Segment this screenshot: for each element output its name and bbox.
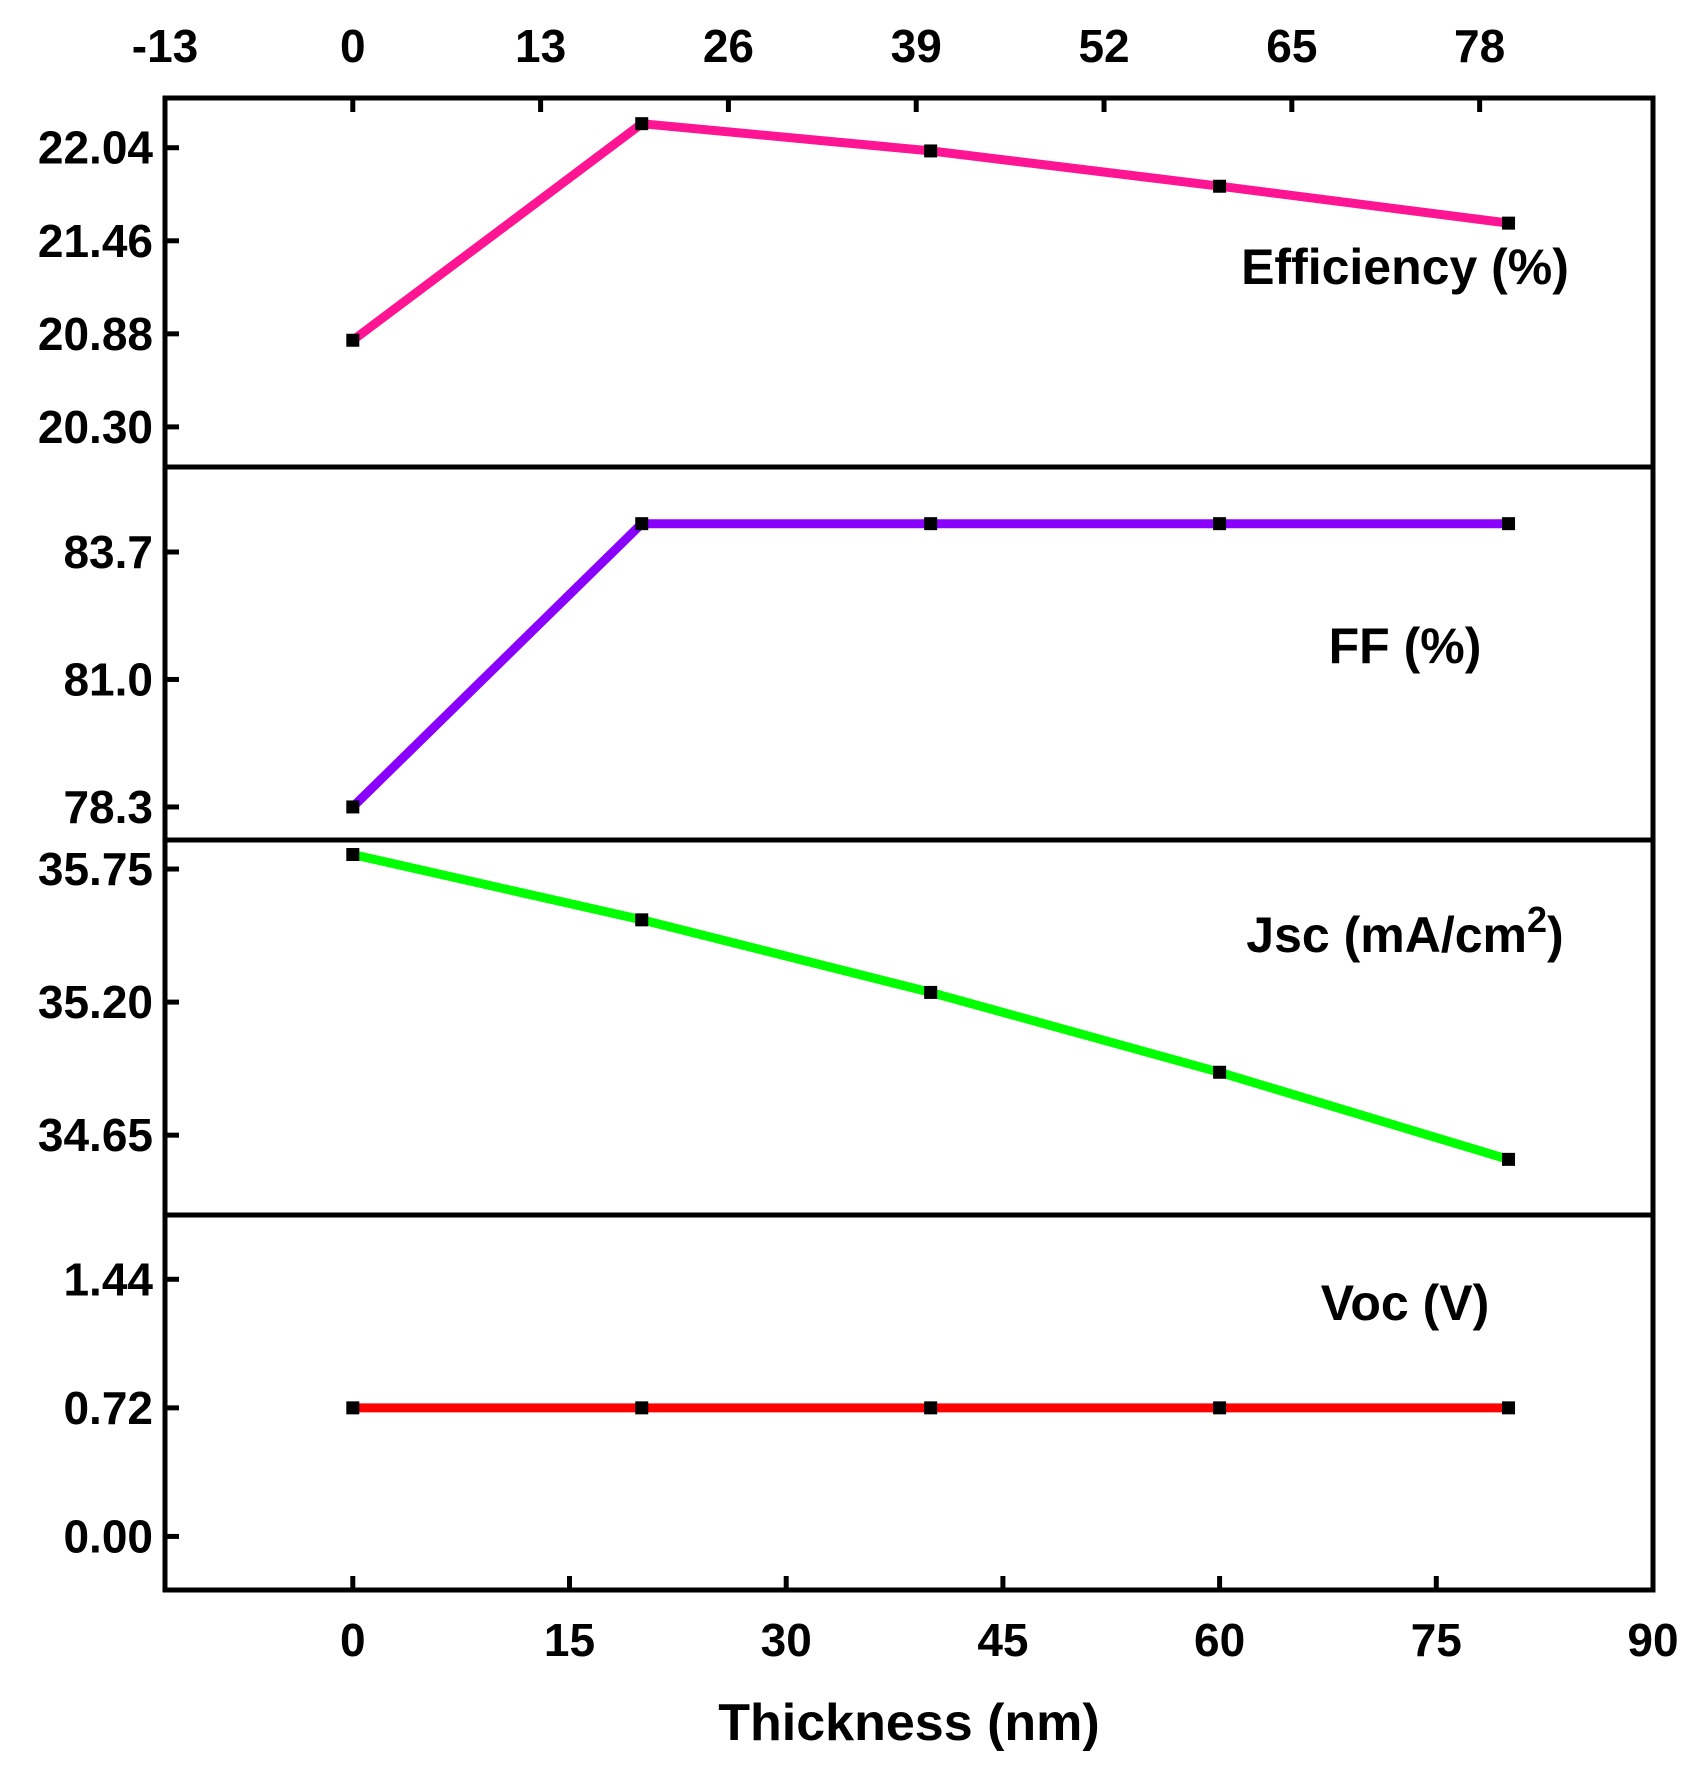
bottom-x-tick-label: 60 [1194,1614,1245,1666]
data-point-marker [1502,517,1516,531]
data-point-marker [1213,179,1227,193]
panel-label: Voc (V) [1321,1275,1490,1331]
top-x-tick-label: -13 [132,20,198,72]
y-tick-label: 1.44 [63,1253,153,1305]
y-tick-label: 0.00 [63,1510,153,1562]
panel-2: 78.3 81.0 83.7 FF (%) [63,464,1656,843]
y-tick-label: 0.72 [63,1382,153,1434]
bottom-x-tick-label: 75 [1411,1614,1462,1666]
panel-label: FF (%) [1329,618,1482,674]
data-point-marker [1213,1065,1227,1079]
y-tick-label: 22.04 [38,122,154,174]
data-point-marker [924,517,938,531]
y-tick-label: 83.7 [63,526,153,578]
panel-label: Jsc (mA/cm2) [1246,899,1563,964]
top-x-tick-label: 13 [515,20,566,72]
y-tick-label: 81.0 [63,653,153,705]
panels-layer: 20.30 20.88 21.46 22.04 Efficiency (%) 78.3 81… [38,95,1656,1593]
data-point-marker [346,800,360,814]
top-x-tick-label: 65 [1266,20,1317,72]
y-tick-label: 78.3 [63,781,153,833]
top-x-tick-label: 78 [1454,20,1505,72]
data-point-marker [1213,1401,1227,1415]
top-x-tick-label: 39 [891,20,942,72]
data-point-marker [1502,1152,1516,1166]
panel-label: Efficiency (%) [1241,239,1569,295]
data-point-marker [924,1401,938,1415]
y-tick-label: 35.75 [38,843,153,895]
panel-3: 34.65 35.20 35.75 Jsc (mA/cm2) [38,837,1656,1218]
data-point-marker [924,144,938,158]
top-x-tick-label: 0 [340,20,366,72]
y-tick-label: 34.65 [38,1109,153,1161]
panel-4: 0.00 0.72 1.44 Voc (V) [63,1212,1656,1593]
top-x-tick-label: 52 [1078,20,1129,72]
y-tick-label: 21.46 [38,215,153,267]
data-point-marker [1502,1401,1516,1415]
data-point-marker [346,333,360,347]
y-tick-label: 20.88 [38,308,153,360]
data-point-marker [1502,216,1516,230]
data-point-marker [1213,517,1227,531]
data-point-marker [346,848,360,862]
bottom-x-tick-label: 90 [1627,1614,1678,1666]
bottom-x-tick-label: 0 [340,1614,366,1666]
panel-1: 20.30 20.88 21.46 22.04 Efficiency (%) [38,95,1656,470]
bottom-x-axis: 0 15 30 45 60 75 90 [340,1576,1679,1666]
y-tick-label: 35.20 [38,976,153,1028]
data-point-marker [924,985,938,999]
data-point-marker [635,913,649,927]
top-x-tick-label: 26 [703,20,754,72]
x-axis-title: Thickness (nm) [718,1694,1099,1752]
top-x-axis: -13 0 13 26 39 52 65 78 [132,20,1505,112]
panel-frame [162,1212,1656,1593]
data-point-marker [635,1401,649,1415]
bottom-x-tick-label: 45 [977,1614,1028,1666]
data-point-marker [346,1401,360,1415]
bottom-x-tick-label: 15 [544,1614,595,1666]
data-point-marker [635,517,649,531]
series-line [351,850,1510,1164]
y-tick-label: 20.30 [38,401,153,453]
data-point-marker [635,117,649,131]
bottom-x-tick-label: 30 [761,1614,812,1666]
panel-frame [162,837,1656,1218]
